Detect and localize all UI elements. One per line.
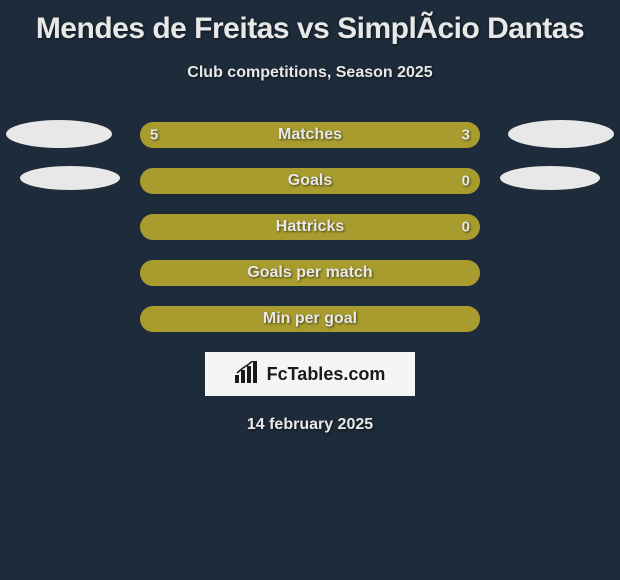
stat-value-right: 0 (462, 219, 470, 236)
logo-text: FcTables.com (267, 364, 386, 385)
logo-box: FcTables.com (205, 352, 415, 396)
stat-bar: Hattricks 0 (140, 214, 480, 240)
stat-row: Hattricks 0 (0, 214, 620, 240)
stat-label: Min per goal (263, 310, 357, 328)
stats-area: Matches 5 3 Goals 0 Hattricks 0 Goals per match… (0, 122, 620, 332)
stat-value-right: 0 (462, 173, 470, 190)
stat-row: Min per goal (0, 306, 620, 332)
stat-label: Hattricks (276, 218, 344, 236)
stat-label: Goals per match (247, 264, 372, 282)
stat-label: Matches (278, 126, 342, 144)
subtitle: Club competitions, Season 2025 (0, 64, 620, 82)
stat-row: Goals per match (0, 260, 620, 286)
logo: FcTables.com (235, 361, 386, 388)
stat-bar: Goals 0 (140, 168, 480, 194)
date-text: 14 february 2025 (0, 416, 620, 434)
page-title: Mendes de Freitas vs SimplÃ­cio Dantas (0, 0, 620, 46)
stat-bar: Goals per match (140, 260, 480, 286)
stat-row: Goals 0 (0, 168, 620, 194)
comparison-widget: Mendes de Freitas vs SimplÃ­cio Dantas C… (0, 0, 620, 434)
stat-value-right: 3 (462, 127, 470, 144)
stat-bar: Min per goal (140, 306, 480, 332)
stat-row: Matches 5 3 (0, 122, 620, 148)
stat-value-left: 5 (150, 127, 158, 144)
chart-icon (235, 361, 261, 388)
stat-bar: Matches 5 3 (140, 122, 480, 148)
stat-label: Goals (288, 172, 332, 190)
